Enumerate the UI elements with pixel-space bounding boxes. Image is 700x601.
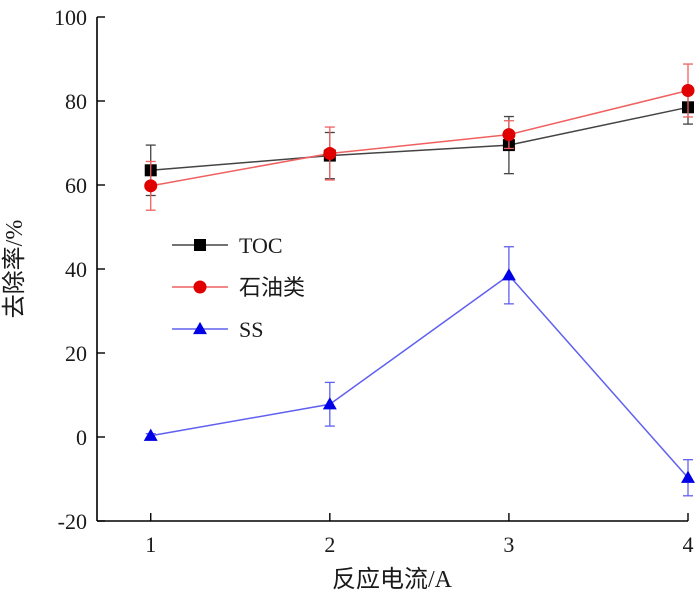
legend-label: TOC (239, 233, 283, 258)
series-0 (144, 89, 694, 197)
series-line (150, 106, 689, 172)
series-2 (143, 246, 695, 497)
series-layer (143, 63, 695, 497)
y-tick-label: 80 (65, 89, 87, 114)
data-point (322, 397, 337, 410)
data-point (144, 179, 158, 193)
plot-frame (96, 17, 688, 522)
y-tick-label: 20 (65, 341, 87, 366)
legend-item: 石油类 (172, 275, 305, 300)
series-1 (144, 63, 695, 211)
x-tick-label: 1 (145, 532, 156, 557)
y-tick-label: 60 (65, 173, 87, 198)
data-point (502, 128, 516, 142)
y-tick-label: -20 (58, 509, 87, 534)
legend-marker (193, 321, 207, 335)
legend-item: SS (172, 317, 263, 342)
y-axis-title: 去除率/% (1, 220, 28, 319)
series-line (150, 89, 689, 187)
x-tick-label: 2 (324, 532, 335, 557)
y-tick-label: 100 (54, 5, 87, 30)
data-point (143, 428, 158, 441)
series-line (150, 274, 689, 479)
x-axis-title: 反应电流/A (332, 566, 453, 593)
legend-marker (193, 280, 207, 294)
legend-marker (194, 239, 206, 251)
x-tick-label: 4 (683, 532, 694, 557)
x-tick-label: 3 (503, 532, 514, 557)
legend-label: 石油类 (239, 275, 305, 300)
legend: TOC 石油类 SS (172, 233, 305, 342)
y-axis-ticks: -20 0 20 40 60 80 100 (54, 5, 105, 534)
data-point (323, 147, 337, 160)
legend-label: SS (239, 317, 263, 342)
y-tick-label: 0 (76, 425, 87, 450)
legend-item: TOC (172, 233, 283, 258)
data-point (681, 470, 695, 483)
data-point (501, 268, 516, 281)
data-point (681, 84, 695, 97)
y-tick-label: 40 (65, 257, 87, 282)
x-axis-ticks: 1 2 3 4 (145, 513, 694, 557)
